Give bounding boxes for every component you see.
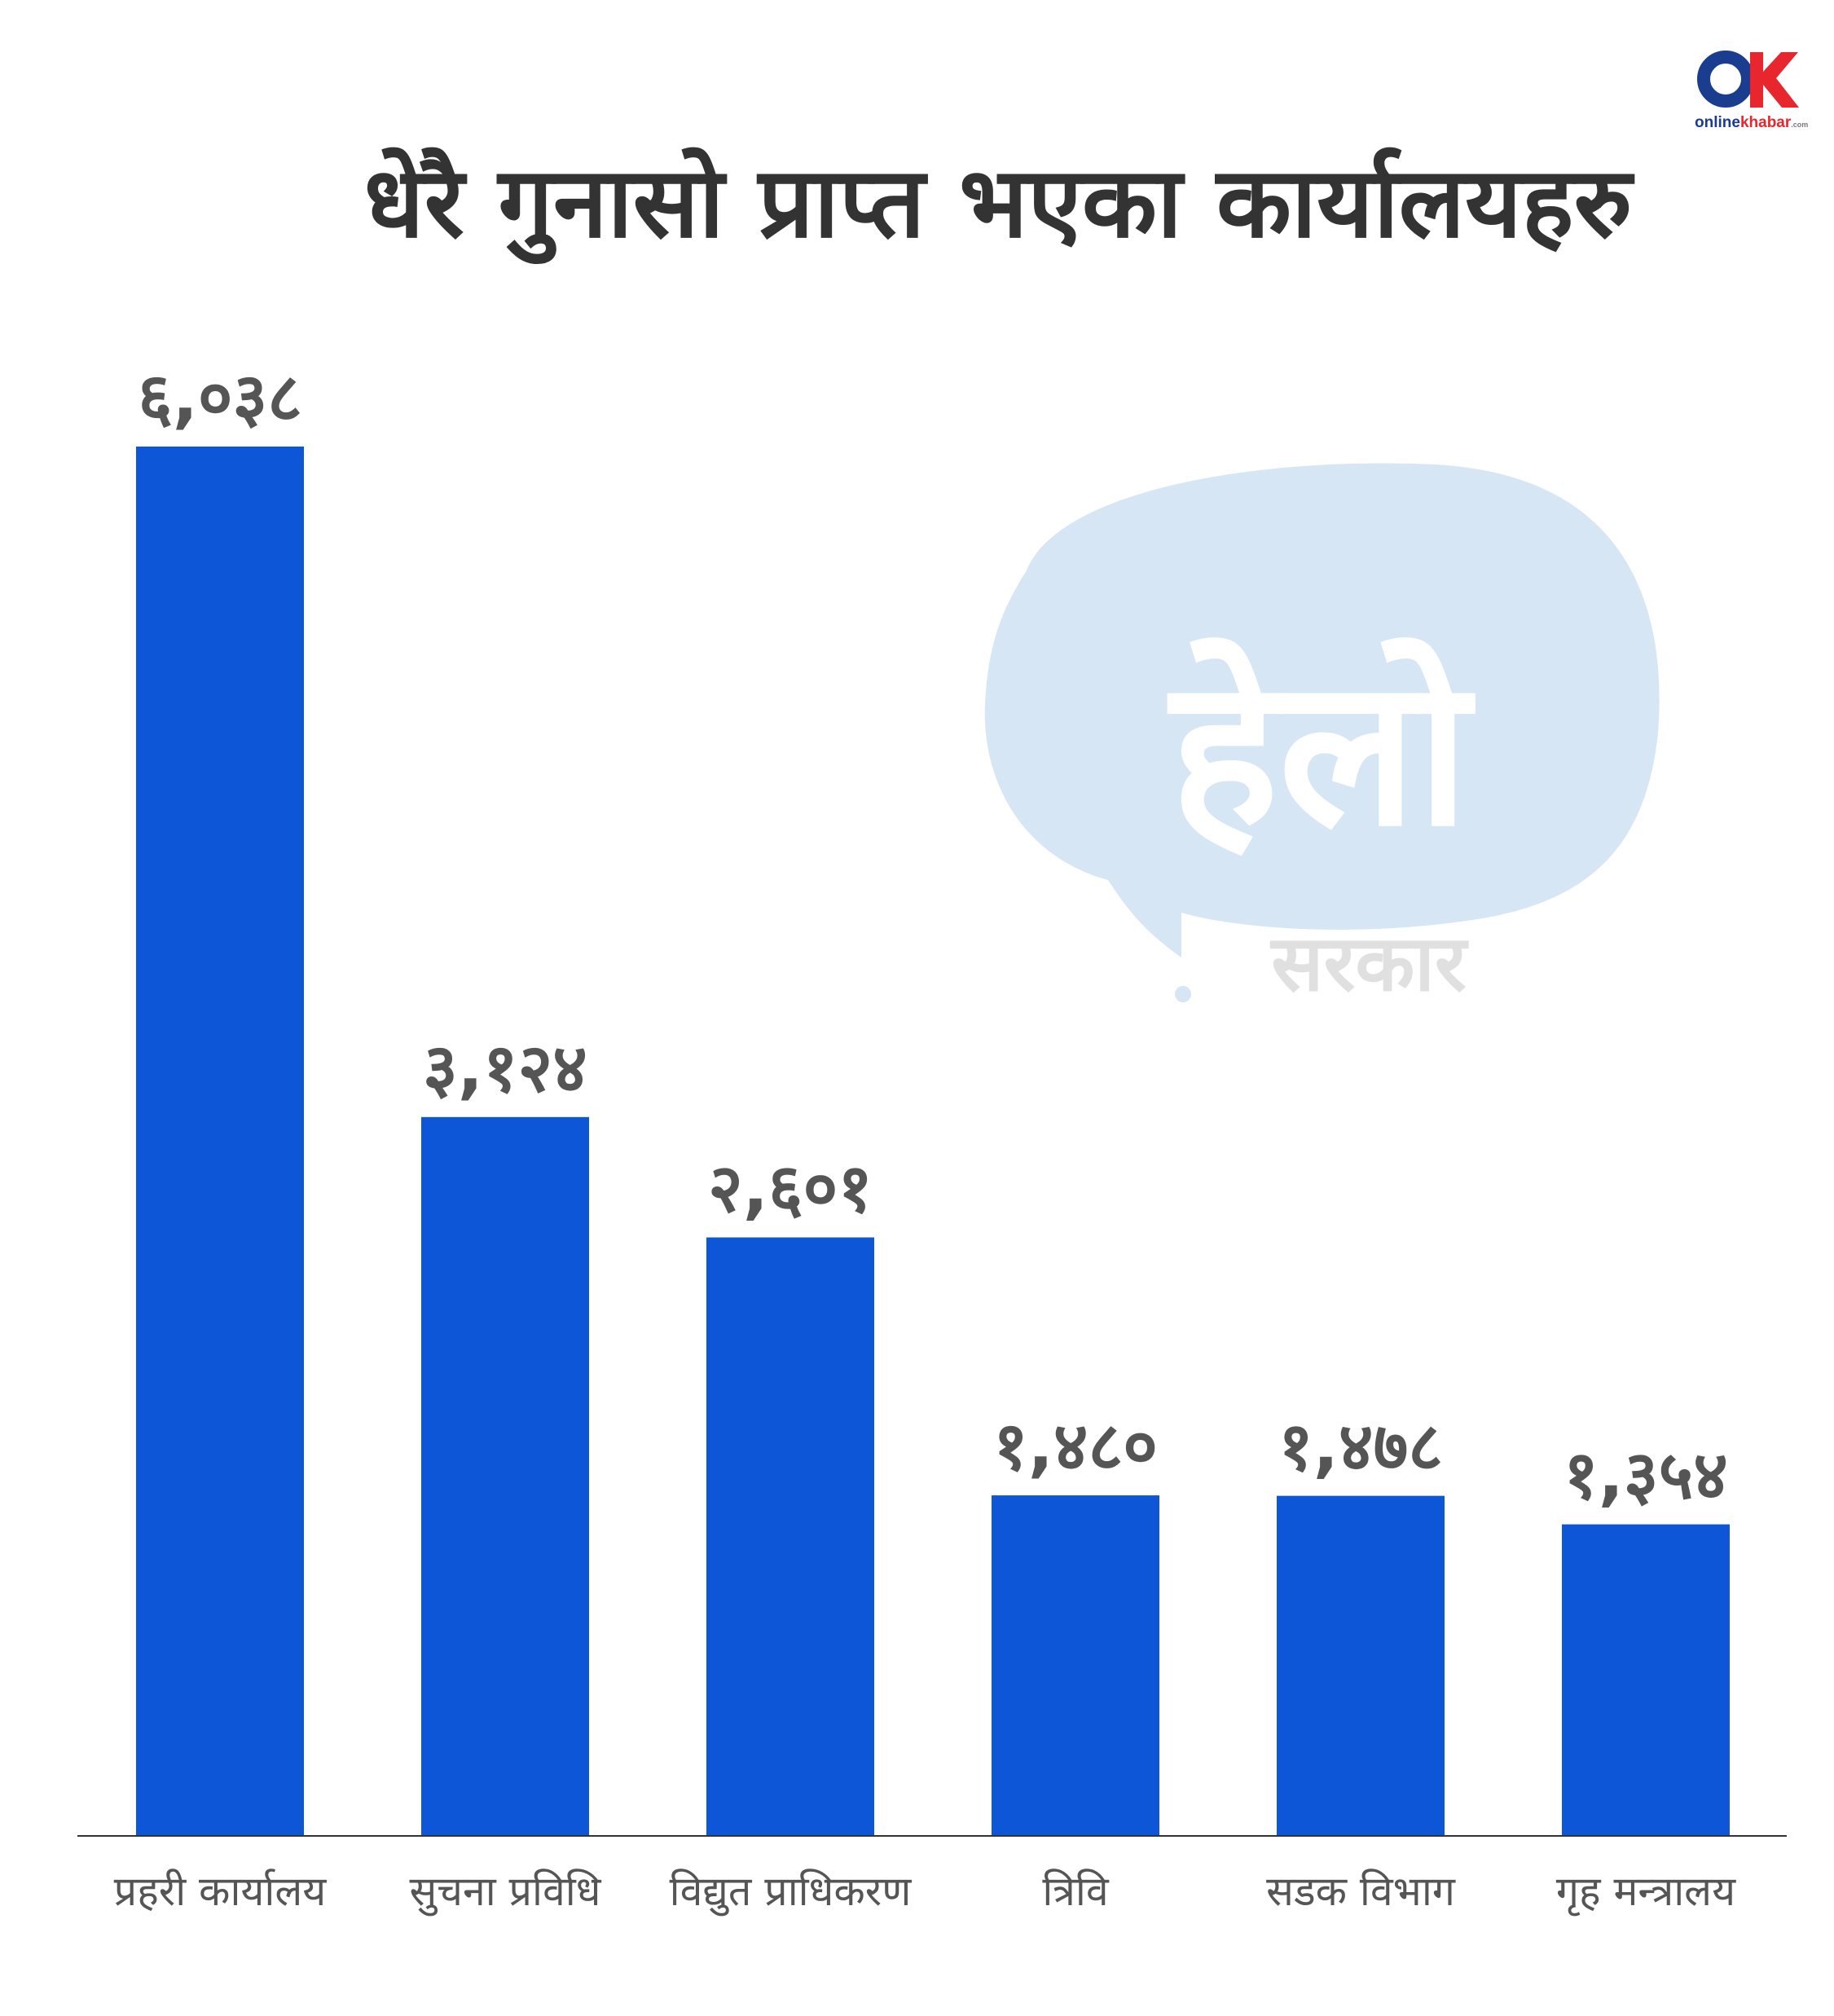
value-label-5: १,४७८ [1278,1409,1443,1486]
category-label-3: विद्युत प्राधिकरण [670,1868,913,1917]
chart-title: धेरै गुनासो प्राप्त भएका कार्यालयहरु [364,147,1635,265]
bar-4 [992,1495,1159,1836]
bar-6 [1562,1524,1730,1836]
category-label-2: सुचना प्रविधि [409,1868,601,1917]
logo-domain: .com [1791,121,1808,129]
logo-suffix: khabar [1740,114,1792,131]
category-label-5: सडक विभाग [1266,1868,1456,1915]
bar-5 [1277,1495,1445,1836]
category-label-4: त्रिवि [1042,1868,1110,1915]
logo-prefix: online [1695,114,1740,131]
category-label-6: गृह मन्त्रालय [1556,1868,1736,1917]
tick-labels-group: प्रहरी कार्यालय सुचना प्रविधि विद्युत प्रा… [114,1868,1736,1917]
watermark-sub-text: सरकार [1269,919,1469,1009]
watermark-bubble [984,463,1660,957]
logo-k-mark [1750,52,1799,108]
value-label-6: १,३५४ [1564,1437,1728,1515]
watermark-main-text: हेलो [1168,634,1476,871]
value-label-1: ६,०३८ [138,359,302,437]
bar-3 [706,1237,874,1836]
bars-group [136,447,1730,1836]
value-label-2: ३,१२४ [423,1030,587,1107]
value-label-3: २,६०१ [708,1151,873,1228]
logo-o-mark [1697,51,1754,108]
bar-2 [421,1116,589,1836]
category-label-1: प्रहरी कार्यालय [114,1868,327,1915]
bar-1 [136,447,304,1836]
value-label-4: १,४८० [993,1408,1158,1486]
watermark: हेलो सरकार [984,463,1660,1009]
watermark-dot [1175,986,1191,1002]
onlinekhabar-logo: onlinekhabar.com [1695,51,1808,131]
logo-wordmark: onlinekhabar.com [1695,114,1808,131]
value-labels-group: ६,०३८ ३,१२४ २,६०१ १,४८० १,४७८ १,३५४ [138,359,1728,1515]
